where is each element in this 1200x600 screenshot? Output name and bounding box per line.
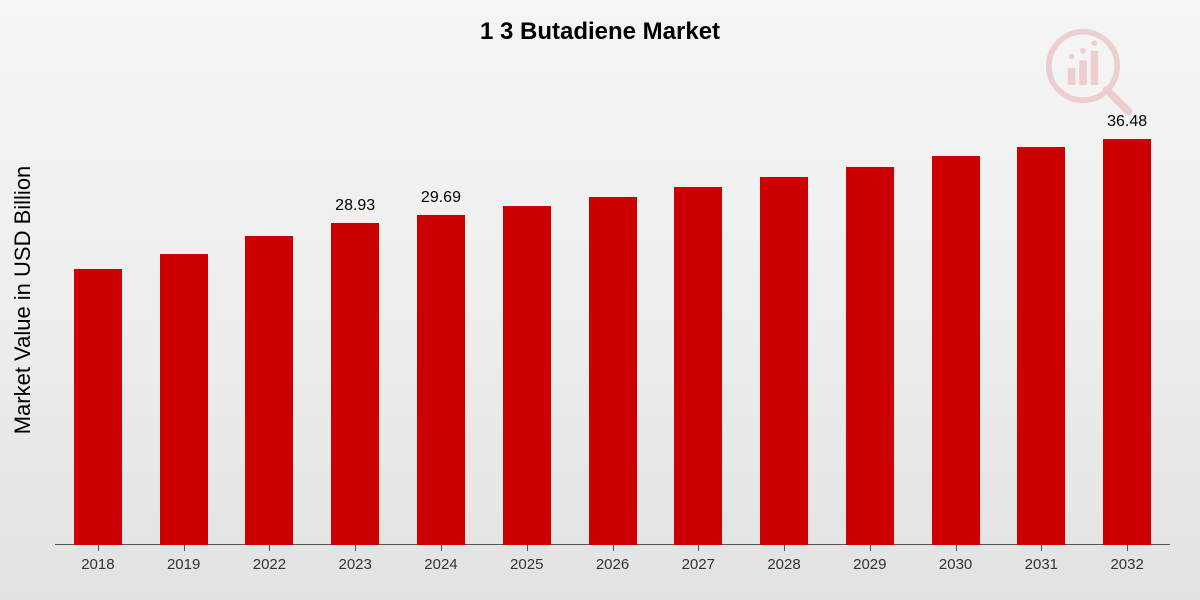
bar [74, 269, 122, 545]
bar [331, 223, 379, 545]
x-tick [184, 545, 185, 551]
x-axis-tick-label: 2027 [682, 556, 715, 573]
x-tick [527, 545, 528, 551]
x-axis-tick-label: 2022 [253, 556, 286, 573]
x-tick [1041, 545, 1042, 551]
x-tick [355, 545, 356, 551]
x-tick [784, 545, 785, 551]
x-axis-tick-label: 2019 [167, 556, 200, 573]
bar [503, 206, 551, 545]
plot-area: 201820192022202328.93202429.692025202620… [55, 100, 1170, 545]
bar-value-label: 36.48 [1107, 113, 1147, 131]
y-axis-label: Market Value in USD Billion [10, 100, 36, 500]
x-axis-tick-label: 2025 [510, 556, 543, 573]
x-tick [98, 545, 99, 551]
bar [846, 167, 894, 545]
x-tick [698, 545, 699, 551]
chart-title: 1 3 Butadiene Market [0, 0, 1200, 46]
bar [245, 236, 293, 545]
x-tick [870, 545, 871, 551]
x-axis-tick-label: 2023 [339, 556, 372, 573]
bar-value-label: 29.69 [421, 189, 461, 207]
bar [760, 177, 808, 545]
x-axis-tick-label: 2028 [767, 556, 800, 573]
bar [674, 187, 722, 545]
bar [932, 156, 980, 545]
x-axis-tick-label: 2032 [1110, 556, 1143, 573]
chart-container: 1 3 Butadiene Market Market Value in USD… [0, 0, 1200, 600]
x-tick [613, 545, 614, 551]
bar [1103, 139, 1151, 545]
x-axis-tick-label: 2030 [939, 556, 972, 573]
bar [417, 215, 465, 545]
x-axis-tick-label: 2026 [596, 556, 629, 573]
x-axis-tick-label: 2029 [853, 556, 886, 573]
x-tick [956, 545, 957, 551]
x-axis-tick-label: 2031 [1025, 556, 1058, 573]
x-tick [441, 545, 442, 551]
bar [589, 197, 637, 545]
x-tick [269, 545, 270, 551]
x-axis-tick-label: 2018 [81, 556, 114, 573]
bar-value-label: 28.93 [335, 197, 375, 215]
bar [1017, 147, 1065, 545]
bar [160, 254, 208, 545]
x-tick [1127, 545, 1128, 551]
x-axis-tick-label: 2024 [424, 556, 457, 573]
